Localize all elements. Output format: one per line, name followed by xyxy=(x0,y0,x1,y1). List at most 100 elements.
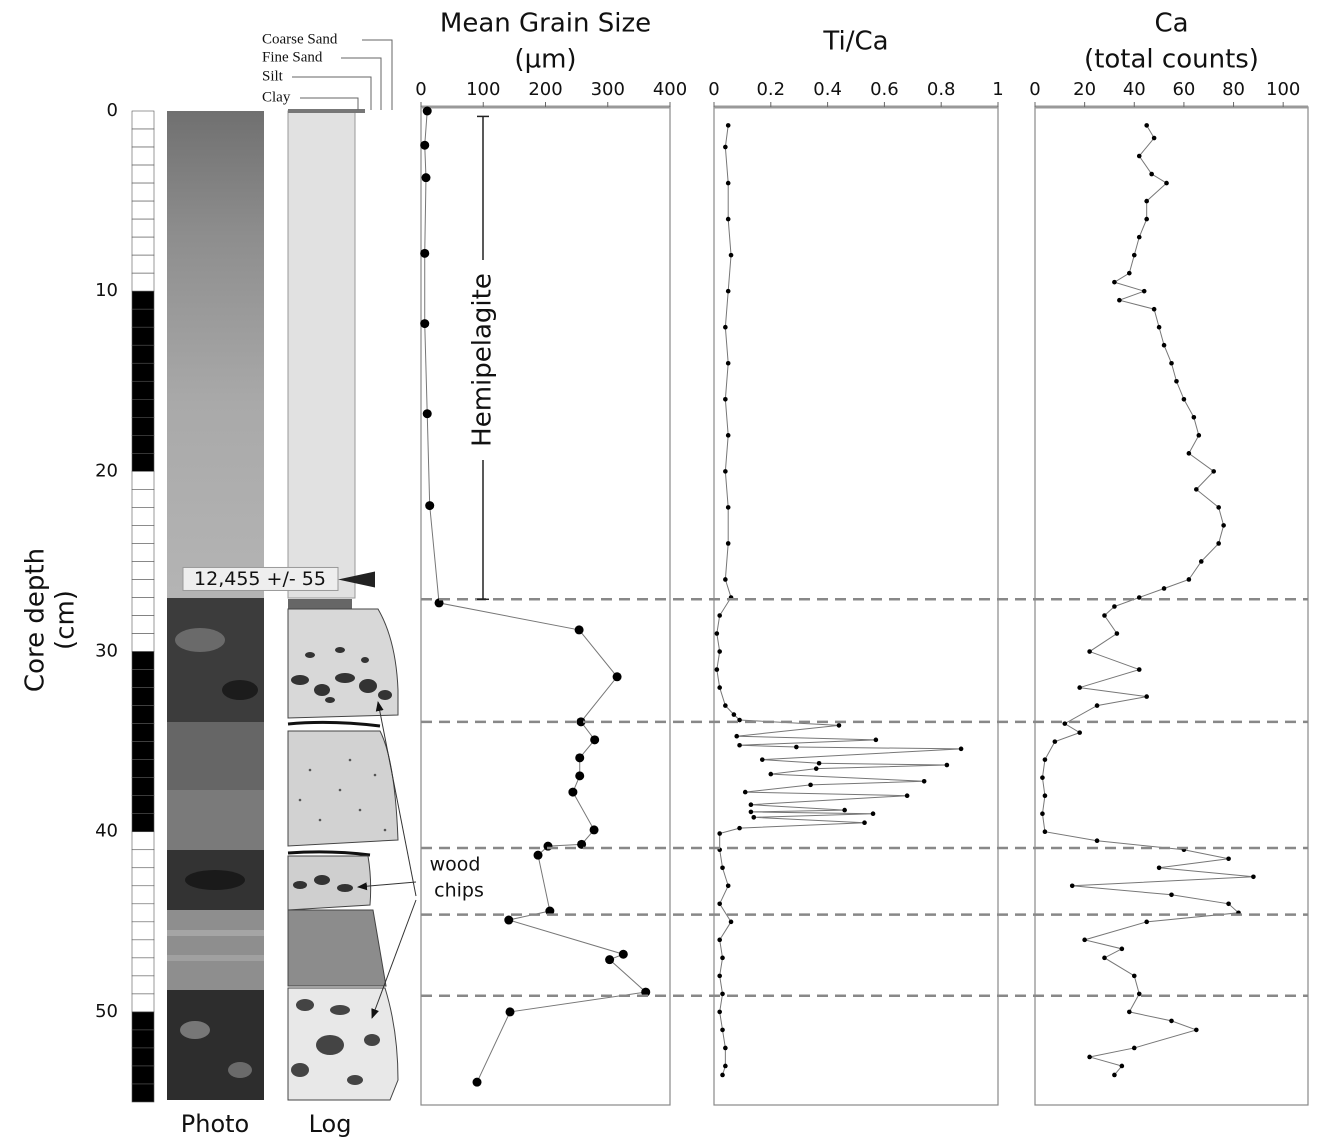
class-label: Silt xyxy=(262,68,284,84)
data-point xyxy=(725,883,731,889)
x-tick-label: 0.6 xyxy=(870,79,899,100)
data-point xyxy=(1144,198,1149,204)
data-line xyxy=(716,125,962,1076)
scale-box xyxy=(131,687,155,706)
bracket-label-bg xyxy=(469,260,497,460)
scale-box xyxy=(131,939,155,959)
scale-box xyxy=(131,867,155,887)
data-point xyxy=(1131,1045,1137,1051)
data-point xyxy=(1087,1054,1092,1060)
data-point xyxy=(1141,288,1147,294)
data-point xyxy=(1112,1072,1117,1078)
data-point xyxy=(1144,919,1149,925)
data-point xyxy=(725,505,731,510)
data-point xyxy=(589,825,599,835)
data-point xyxy=(1087,649,1092,654)
scale-box xyxy=(131,290,155,310)
age-arrow xyxy=(338,571,375,588)
data-point xyxy=(737,742,742,748)
data-point xyxy=(1251,874,1256,880)
data-point xyxy=(1119,946,1125,952)
scale-box xyxy=(131,975,155,995)
data-point xyxy=(577,839,587,849)
data-point xyxy=(1221,523,1226,528)
data-point xyxy=(605,955,615,965)
data-point xyxy=(725,288,731,294)
data-point xyxy=(1117,297,1122,303)
scale-box xyxy=(131,885,155,905)
data-point xyxy=(1216,505,1221,510)
scale-box xyxy=(131,110,155,130)
scale-box xyxy=(131,579,155,598)
data-point xyxy=(1226,856,1231,862)
y-tick-label: 50 xyxy=(95,1001,118,1022)
data-point xyxy=(1136,153,1142,159)
data-point xyxy=(1042,757,1048,762)
data-point xyxy=(1211,469,1216,474)
x-tick-label: 100 xyxy=(466,79,500,100)
x-tick-label: 0.8 xyxy=(927,79,956,100)
data-point xyxy=(714,667,720,672)
data-point xyxy=(748,809,754,815)
x-tick-label: 80 xyxy=(1222,79,1245,100)
y-axis-label: (cm) xyxy=(51,590,81,650)
data-point xyxy=(723,144,728,150)
data-point xyxy=(1156,324,1162,330)
data-point xyxy=(794,744,799,750)
chart-subtitle: (total counts) xyxy=(1084,45,1259,75)
scale-box xyxy=(131,182,155,202)
data-point xyxy=(1164,180,1169,186)
wood-arrows xyxy=(357,701,417,1019)
data-point xyxy=(725,360,731,366)
data-point xyxy=(1119,1063,1125,1069)
class-label: Fine Sand xyxy=(262,49,323,65)
data-point xyxy=(1161,342,1167,348)
data-point xyxy=(768,771,774,777)
data-point xyxy=(1151,306,1157,312)
data-point xyxy=(425,501,435,511)
data-point xyxy=(904,793,910,798)
scale-box xyxy=(131,723,155,742)
class-label: Clay xyxy=(262,89,291,105)
data-point xyxy=(1040,775,1045,780)
data-point xyxy=(1186,451,1192,456)
scale-box xyxy=(131,759,155,778)
data-point xyxy=(751,815,757,820)
data-point xyxy=(1174,378,1179,384)
data-point xyxy=(533,850,543,860)
data-point xyxy=(870,811,876,817)
data-point xyxy=(1169,892,1174,898)
age-label: 12,455 +/- 55 xyxy=(194,568,326,590)
data-point xyxy=(836,723,842,728)
data-point xyxy=(472,1077,482,1087)
core-photo xyxy=(167,111,264,1100)
x-tick-label: 0.4 xyxy=(813,79,842,100)
scale-box xyxy=(131,561,155,580)
scale-box xyxy=(131,453,155,472)
scale-box xyxy=(131,218,155,238)
scale-box xyxy=(131,741,155,760)
x-tick-label: 0.2 xyxy=(756,79,785,100)
log-label: Log xyxy=(309,1110,352,1138)
scale-box xyxy=(131,651,155,670)
y-tick-label: 20 xyxy=(95,460,118,481)
scale-box xyxy=(131,1065,155,1085)
x-tick-label: 20 xyxy=(1073,79,1096,100)
data-point xyxy=(725,216,731,222)
data-point xyxy=(420,248,430,258)
data-point xyxy=(1052,739,1058,744)
data-point xyxy=(1186,577,1192,582)
wood-label: wood xyxy=(430,854,481,876)
data-point xyxy=(1131,973,1137,979)
data-point xyxy=(1102,955,1107,961)
data-point xyxy=(1196,433,1202,438)
data-point xyxy=(1082,937,1087,943)
x-tick-label: 0 xyxy=(1029,79,1040,100)
x-tick-label: 200 xyxy=(528,79,562,100)
x-tick-label: 0 xyxy=(708,79,719,100)
scale-box xyxy=(131,146,155,166)
scale-box xyxy=(131,633,155,652)
scale-box xyxy=(131,489,155,508)
data-point xyxy=(813,766,819,771)
